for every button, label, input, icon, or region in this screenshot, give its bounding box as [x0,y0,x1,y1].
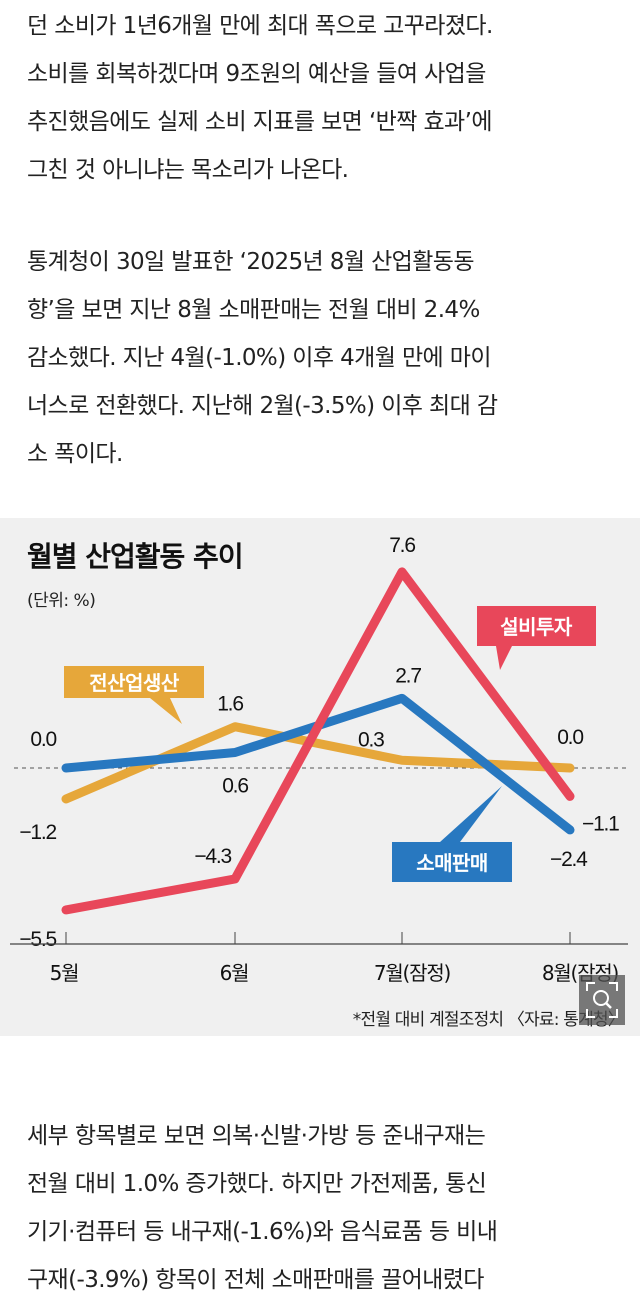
article-line: 소 폭이다. [27,430,627,478]
article-line: 추진했음에도 실제 소비 지표를 보면 ‘반짝 효과’에 [27,98,627,146]
data-label: 0.6 [222,775,248,798]
legend-tag-retail: 소매판매 [392,786,512,882]
data-label: 1.6 [217,693,243,716]
data-label: −2.4 [550,848,588,871]
legend-tag-investment: 설비투자 [477,606,596,670]
chart-unit: (단위: %) [27,591,95,611]
article-line: 너스로 전환했다. 지난해 2월(-3.5%) 이후 최대 감 [27,382,627,430]
legend-label-production: 전산업생산 [89,671,180,695]
article-line: 감소했다. 지난 4월(-1.0%) 이후 4개월 만에 마이 [27,334,627,382]
data-label: −1.1 [582,812,619,835]
article-line: 소비를 회복하겠다며 9조원의 예산을 들여 사업을 [27,50,627,98]
article-line: 세부 항목별로 보면 의복·신발·가방 등 준내구재는 [27,1112,627,1160]
x-tick-label: 6월 [220,961,249,985]
data-label: 2.7 [395,664,421,687]
article-line: 구재(-3.9%) 항목이 전체 소매판매를 끌어내렸다 [27,1256,627,1304]
data-label: 0.0 [557,726,583,749]
x-tick-label: 5월 [50,961,79,985]
article-paragraph-1: 던 소비가 1년6개월 만에 최대 폭으로 고꾸라졌다. 소비를 회복하겠다며 … [27,2,627,194]
data-label: 0.0 [30,728,56,751]
article-line: 그친 것 아니냐는 목소리가 나온다. [27,146,627,194]
article-paragraph-3: 세부 항목별로 보면 의복·신발·가방 등 준내구재는 전월 대비 1.0% 증… [27,1112,627,1304]
legend-tag-production: 전산업생산 [64,666,204,724]
article-paragraph-2: 통계청이 30일 발표한 ‘2025년 8월 산업활동동 향’을 보면 지난 8… [27,238,627,478]
data-label: 0.3 [358,728,384,751]
chart-panel: 월별 산업활동 추이 (단위: %) −5.5 −4.3 7.6 −1.1 −1.2 1.… [0,518,640,1036]
legend-label-investment: 설비투자 [500,615,573,639]
x-tick-label: 7월(잠정) [374,961,451,985]
article-line: 통계청이 30일 발표한 ‘2025년 8월 산업활동동 [27,238,627,286]
chart-title: 월별 산업활동 추이 [27,540,243,573]
data-label: −4.3 [194,845,231,868]
magnify-expand-icon [579,975,625,1025]
data-label: −1.2 [19,821,56,844]
legend-label-retail: 소매판매 [416,851,488,875]
series-layer: −5.5 −4.3 7.6 −1.1 −1.2 1.6 0.3 0.0 0.0 0.6 2.7 −2.… [19,534,619,951]
article-line: 던 소비가 1년6개월 만에 최대 폭으로 고꾸라졌다. [27,2,627,50]
line-chart: 월별 산업활동 추이 (단위: %) −5.5 −4.3 7.6 −1.1 −1.2 1.… [0,518,640,1036]
zoom-image-button[interactable] [579,975,625,1025]
article-line: 향’을 보면 지난 8월 소매판매는 전월 대비 2.4% [27,286,627,334]
article-line: 전월 대비 1.0% 증가했다. 하지만 가전제품, 통신 [27,1160,627,1208]
data-label: 7.6 [389,534,415,557]
data-label: −5.5 [19,928,56,951]
article-line: 기기·컴퓨터 등 내구재(-1.6%)와 음식료품 등 비내 [27,1208,627,1256]
